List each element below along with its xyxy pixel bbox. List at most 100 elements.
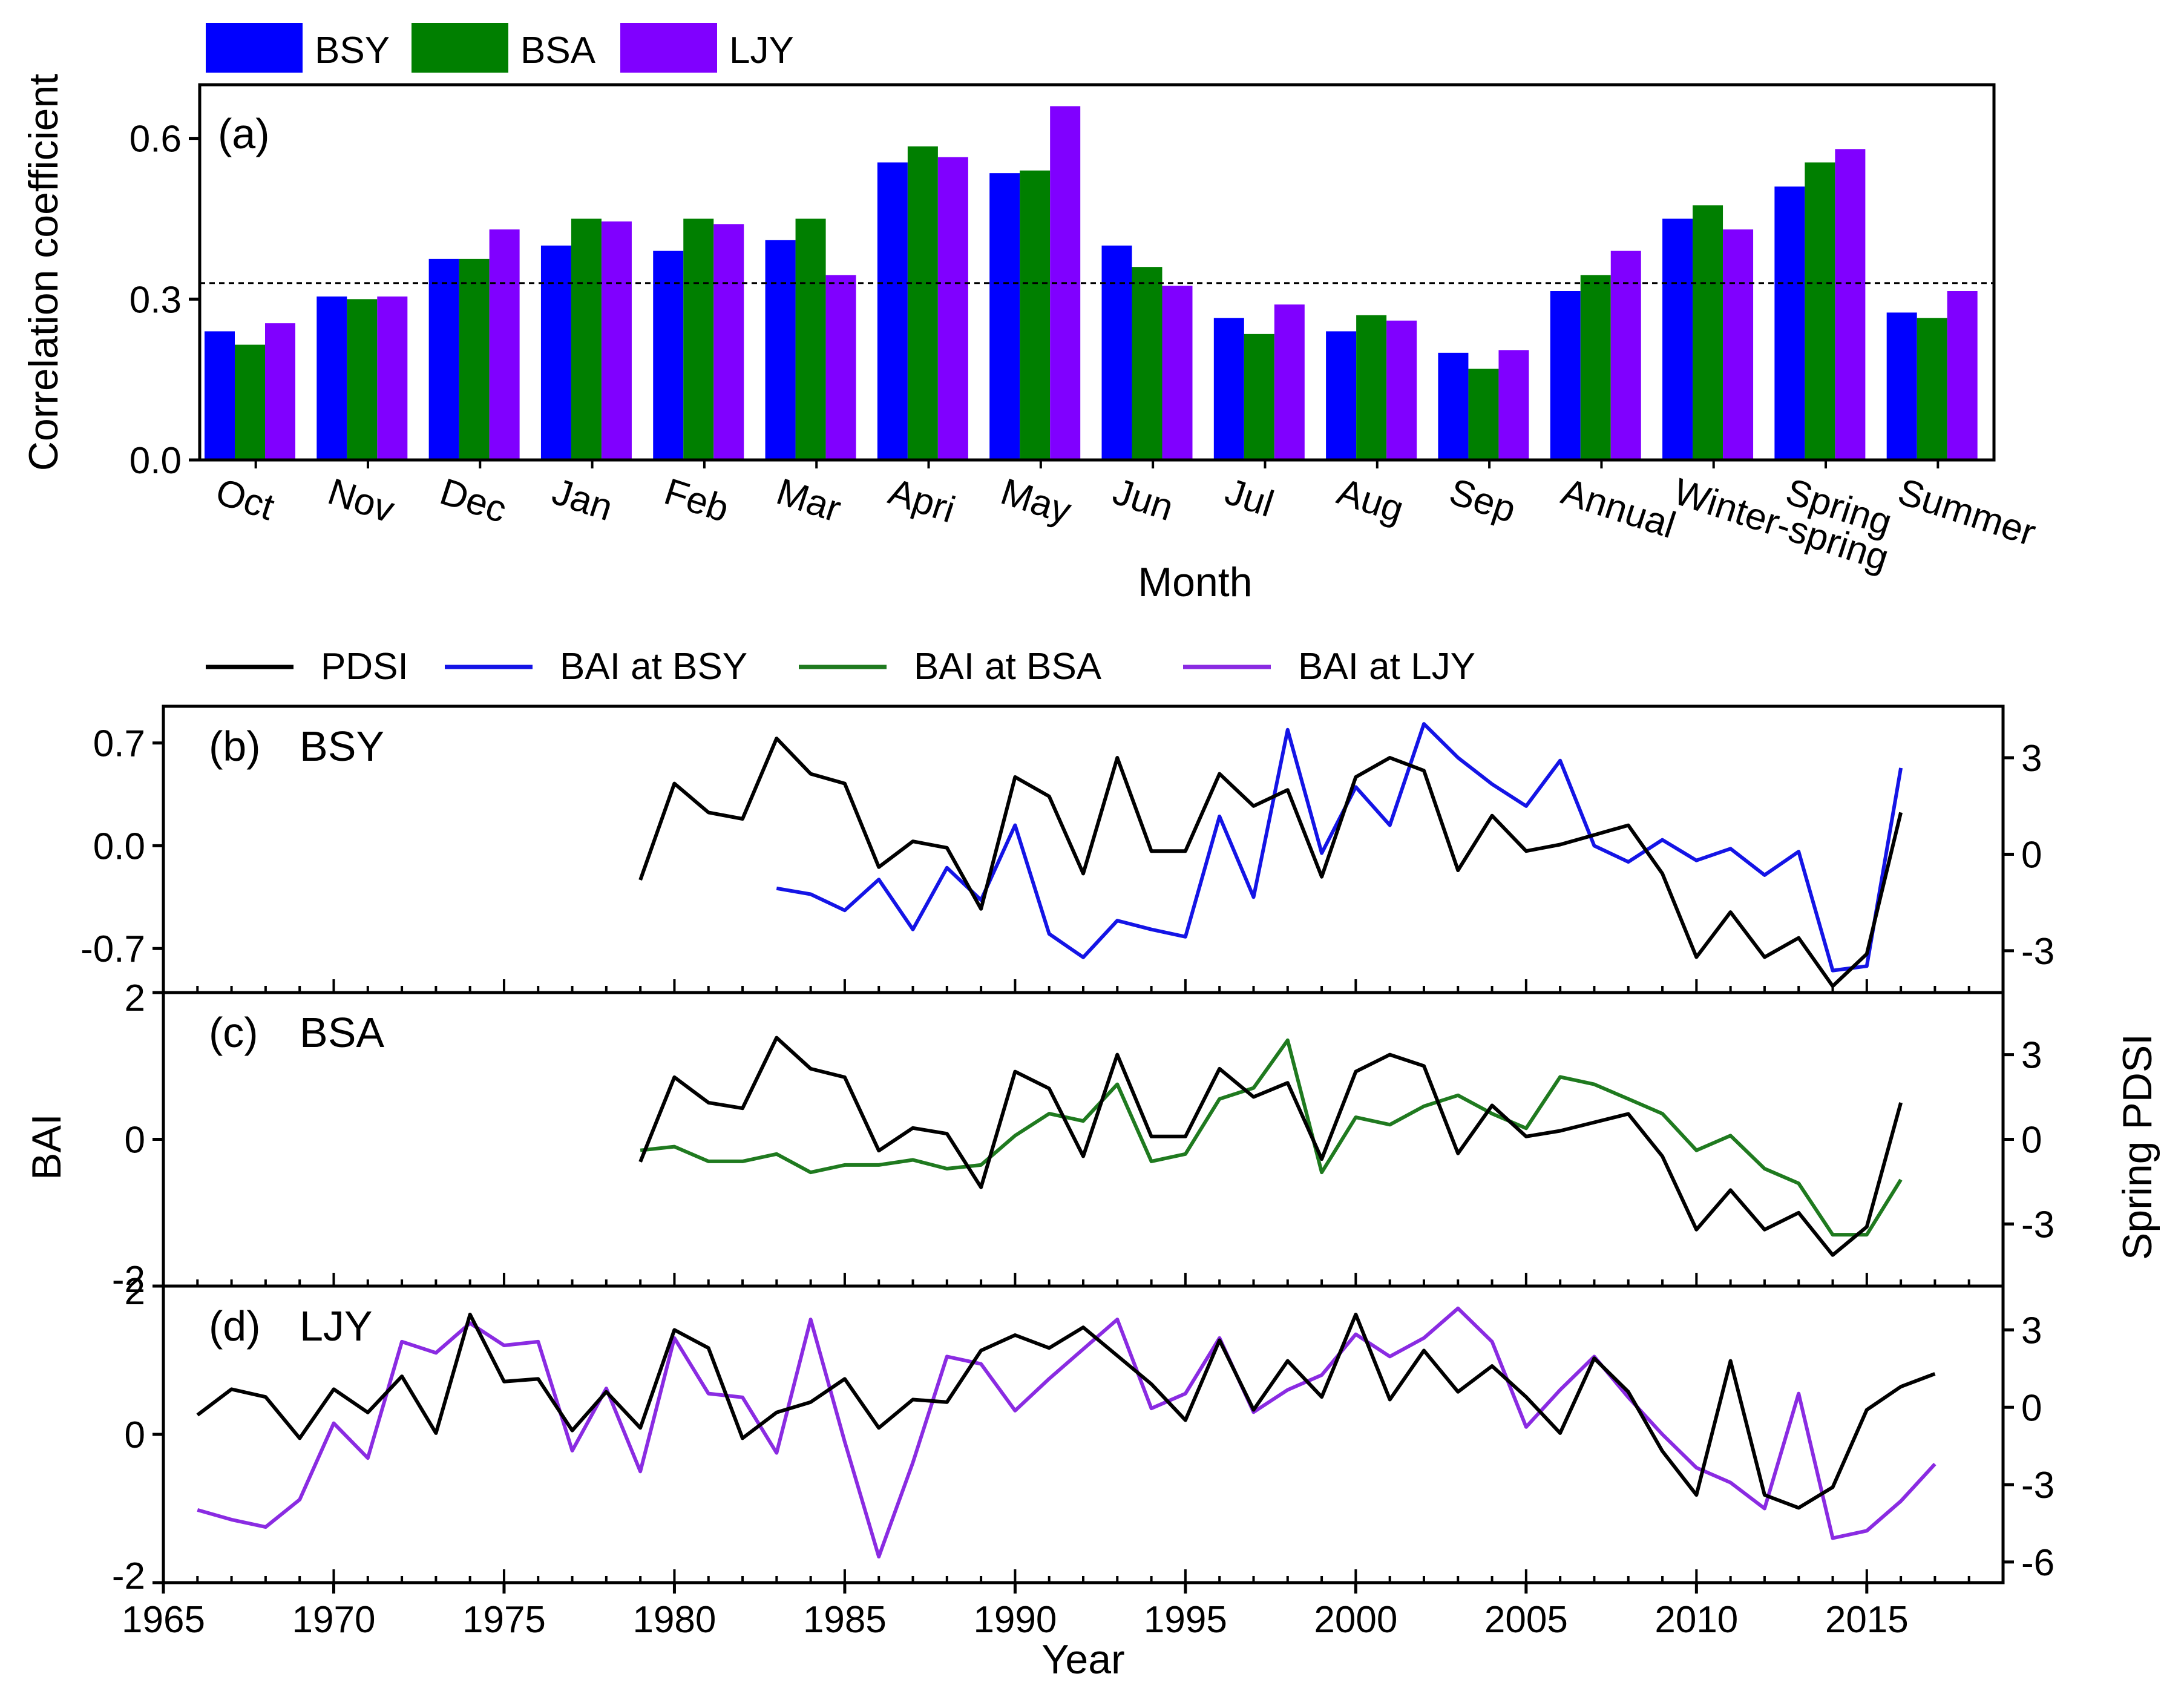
series-line-pdsi-bsa — [638, 1036, 1903, 1257]
y-axis-label-spring-pdsi: Spring PDSI — [2114, 1034, 2160, 1260]
series-line-bai-at-bsy-bsy — [776, 722, 1903, 973]
bar-bsy-jan — [540, 245, 571, 460]
series-line-pdsi-bsy — [638, 737, 1903, 988]
bar-ljy-spring — [1835, 149, 1866, 461]
bar-ljy-apri — [937, 157, 968, 460]
bar-bsy-dec — [428, 258, 459, 460]
bar-bsa-winter-spring — [1693, 205, 1723, 460]
legend-swatch-bsy — [206, 23, 303, 73]
y-tick-label-left: 0 — [125, 1120, 145, 1161]
bar-ljy-dec — [489, 229, 520, 460]
bar-ljy-jul — [1274, 304, 1305, 460]
y-tick-label-left: -2 — [112, 1259, 145, 1301]
bar-bsy-winter-spring — [1662, 218, 1693, 460]
x-tick-label-1970: 1970 — [292, 1599, 376, 1641]
x-tick-label-2015: 2015 — [1825, 1599, 1909, 1641]
y-tick-label-left: -0.7 — [80, 928, 145, 970]
bar-bsa-aug — [1356, 315, 1387, 460]
bar-bsy-feb — [653, 251, 684, 460]
bar-bsa-summer — [1917, 318, 1947, 460]
bar-bsa-sep — [1468, 369, 1499, 460]
panel-site-bsy: BSY — [300, 723, 384, 770]
bar-bsa-nov — [347, 299, 378, 460]
x-axis-label-year: Year — [1041, 1637, 1124, 1683]
bar-bsy-nov — [316, 296, 347, 460]
series-line-bai-at-bsa-bsa — [640, 1038, 1903, 1237]
y-tick-label: 0.0 — [130, 440, 182, 482]
y-tick-label: 0.6 — [130, 119, 182, 160]
bar-bsa-jan — [571, 218, 602, 460]
bar-bsy-apri — [877, 162, 908, 460]
panel-a-label: (a) — [218, 110, 270, 157]
bar-bsy-mar — [765, 240, 796, 460]
bar-ljy-jun — [1162, 286, 1193, 460]
y-tick-label-left: 0.0 — [93, 826, 145, 867]
x-tick-label-2000: 2000 — [1314, 1599, 1397, 1641]
x-tick-label-1985: 1985 — [803, 1599, 887, 1641]
bar-ljy-winter-spring — [1723, 229, 1754, 460]
bar-ljy-feb — [713, 224, 744, 460]
bar-bsa-feb — [683, 218, 714, 460]
y-tick-label-right: -6 — [2021, 1542, 2054, 1584]
line-panels-b-c-d: PDSI BAI at BSY BAI at BSA BAI at LJY -0.7 0.… — [24, 646, 2160, 1683]
x-tick-label-1975: 1975 — [462, 1599, 546, 1641]
legend-label-bsy: BSY — [315, 30, 390, 71]
bar-bsa-jun — [1132, 267, 1163, 460]
legend-label-pdsi: PDSI — [321, 646, 408, 688]
y-tick-label-right: 0 — [2021, 1387, 2042, 1429]
bar-ljy-sep — [1498, 350, 1529, 460]
y-tick-label-left: 2 — [125, 977, 145, 1019]
panel-a-x-axis-label: Month — [1138, 559, 1253, 605]
panel-ljy-group: -2 0 2 -6 -3 0 3 (d) LJY — [112, 1271, 2054, 1597]
panel-label-bsa: (c) — [209, 1009, 258, 1056]
bar-ljy-annual — [1610, 251, 1641, 460]
panel-site-bsa: BSA — [300, 1009, 384, 1056]
y-tick-label-left: 2 — [125, 1271, 145, 1313]
bar-bsa-jul — [1244, 333, 1274, 460]
y-tick-label-left: 0 — [125, 1414, 145, 1456]
y-tick-label-right: 3 — [2021, 1035, 2042, 1077]
bar-bsa-spring — [1805, 162, 1835, 460]
legend-swatch-ljy — [620, 23, 717, 73]
x-tick-label-1990: 1990 — [973, 1599, 1057, 1641]
panel-label-ljy: (d) — [209, 1302, 261, 1350]
x-tick-label-1965: 1965 — [122, 1599, 205, 1641]
bar-bsa-apri — [907, 146, 938, 460]
bar-ljy-nov — [377, 296, 408, 460]
bar-bsy-summer — [1886, 312, 1917, 460]
bar-ljy-jan — [601, 221, 632, 460]
bar-ljy-mar — [825, 275, 856, 460]
x-tick-label-1995: 1995 — [1144, 1599, 1227, 1641]
bar-bsy-spring — [1774, 186, 1805, 460]
bar-bsy-sep — [1438, 352, 1469, 460]
y-tick-label-left: 0.7 — [93, 723, 145, 765]
y-tick-label-right: -3 — [2021, 931, 2054, 973]
bar-ljy-oct — [265, 323, 295, 460]
y-tick-label-right: 3 — [2021, 738, 2042, 780]
panel-label-bsy: (b) — [209, 723, 261, 770]
legend-label-ljy: LJY — [729, 30, 794, 71]
legend-label-bai-ljy: BAI at LJY — [1298, 646, 1475, 688]
series-line-pdsi-ljy — [196, 1312, 1936, 1510]
bar-bsy-jun — [1101, 245, 1132, 460]
y-axis-label-bai: BAI — [24, 1114, 70, 1180]
legend-swatch-bsa — [412, 23, 508, 73]
bar-bsa-may — [1020, 170, 1051, 460]
y-tick-label-left: -2 — [112, 1555, 145, 1597]
x-tick-label-2010: 2010 — [1654, 1599, 1738, 1641]
bar-bsa-mar — [795, 218, 826, 460]
bar-bsa-annual — [1580, 275, 1611, 460]
panel-bsa-group: -2 0 2 -3 0 3 (c) BSA — [112, 977, 2054, 1301]
bar-bsy-may — [989, 173, 1020, 460]
y-tick-label-right: -3 — [2021, 1204, 2054, 1246]
bar-bsa-oct — [235, 344, 265, 460]
y-tick-label-right: 3 — [2021, 1310, 2042, 1351]
bar-bsy-annual — [1550, 291, 1581, 460]
bar-bsa-dec — [459, 258, 490, 460]
y-tick-label: 0.3 — [130, 279, 182, 321]
bar-bsy-oct — [205, 331, 235, 460]
legend-label-bsa: BSA — [520, 30, 596, 71]
legend-label-bai-bsa: BAI at BSA — [914, 646, 1102, 688]
